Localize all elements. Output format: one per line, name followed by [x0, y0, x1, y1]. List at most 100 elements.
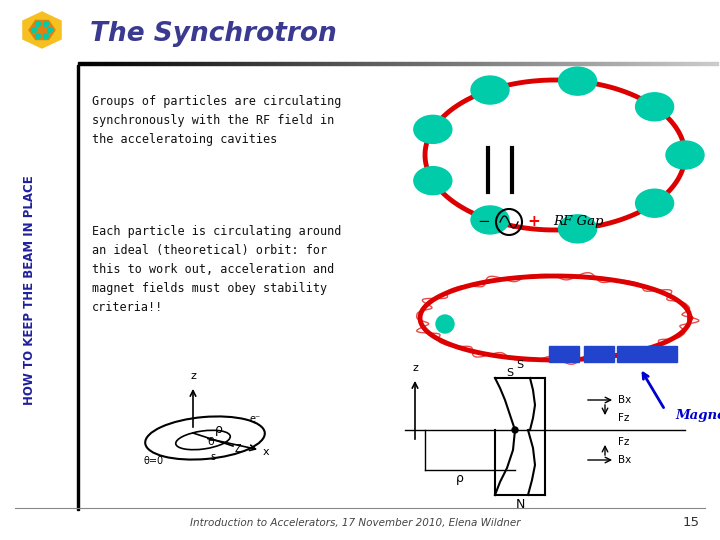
Bar: [261, 62, 264, 65]
Bar: [689, 62, 693, 65]
Bar: [491, 62, 494, 65]
Text: θ=0: θ=0: [143, 456, 163, 466]
Bar: [423, 62, 427, 65]
Bar: [267, 62, 270, 65]
Text: ρ: ρ: [456, 472, 464, 485]
Bar: [312, 62, 315, 65]
Text: z: z: [412, 363, 418, 373]
Bar: [469, 62, 472, 65]
Bar: [644, 62, 647, 65]
Text: x: x: [263, 447, 269, 457]
Bar: [622, 62, 625, 65]
Circle shape: [48, 28, 53, 32]
Bar: [705, 62, 708, 65]
Text: s: s: [210, 452, 215, 462]
Text: S: S: [516, 360, 523, 370]
Text: N: N: [516, 498, 525, 511]
Bar: [276, 62, 279, 65]
Circle shape: [35, 22, 40, 26]
Bar: [334, 62, 337, 65]
Bar: [526, 62, 529, 65]
Bar: [485, 62, 487, 65]
Text: Bx: Bx: [618, 395, 631, 405]
Bar: [618, 62, 622, 65]
Bar: [401, 62, 405, 65]
Bar: [177, 62, 181, 65]
Bar: [510, 62, 513, 65]
Bar: [654, 62, 657, 65]
Ellipse shape: [559, 215, 597, 243]
Bar: [420, 62, 423, 65]
Bar: [625, 62, 629, 65]
Bar: [683, 62, 686, 65]
Bar: [328, 62, 330, 65]
Bar: [164, 62, 168, 65]
Bar: [296, 62, 299, 65]
Bar: [241, 62, 244, 65]
Bar: [315, 62, 318, 65]
Text: Groups of particles are circulating
synchronously with the RF field in
the accel: Groups of particles are circulating sync…: [92, 95, 341, 146]
Bar: [664, 62, 667, 65]
Bar: [456, 62, 459, 65]
Bar: [77, 65, 78, 510]
Bar: [354, 62, 356, 65]
Bar: [427, 62, 430, 65]
Bar: [715, 62, 718, 65]
Bar: [686, 62, 689, 65]
Bar: [433, 62, 436, 65]
Bar: [330, 62, 334, 65]
Bar: [123, 62, 126, 65]
Bar: [215, 62, 219, 65]
Bar: [629, 62, 631, 65]
Bar: [158, 62, 161, 65]
Bar: [600, 62, 603, 65]
Bar: [148, 62, 152, 65]
Bar: [251, 62, 254, 65]
Bar: [161, 62, 164, 65]
Bar: [279, 62, 283, 65]
Bar: [318, 62, 321, 65]
Circle shape: [35, 33, 40, 38]
Bar: [651, 62, 654, 65]
Bar: [321, 62, 325, 65]
Bar: [430, 62, 433, 65]
Bar: [711, 62, 715, 65]
Bar: [117, 62, 120, 65]
Bar: [257, 62, 261, 65]
Text: Fz: Fz: [618, 437, 629, 447]
Bar: [289, 62, 292, 65]
Bar: [210, 62, 212, 65]
Bar: [181, 62, 184, 65]
Bar: [184, 62, 186, 65]
Bar: [609, 62, 613, 65]
Bar: [587, 62, 590, 65]
Bar: [638, 62, 642, 65]
Bar: [696, 62, 699, 65]
Bar: [603, 62, 606, 65]
Bar: [366, 62, 369, 65]
Bar: [545, 62, 549, 65]
Bar: [667, 62, 670, 65]
Bar: [126, 62, 129, 65]
Bar: [459, 62, 462, 65]
Bar: [590, 62, 593, 65]
Bar: [193, 62, 197, 65]
Bar: [152, 62, 155, 65]
Bar: [680, 62, 683, 65]
Bar: [500, 62, 503, 65]
Bar: [135, 62, 139, 65]
Bar: [577, 62, 580, 65]
Bar: [613, 62, 616, 65]
Bar: [552, 62, 555, 65]
Ellipse shape: [471, 206, 509, 234]
Text: ρ: ρ: [215, 423, 223, 436]
Bar: [574, 62, 577, 65]
Bar: [206, 62, 210, 65]
Bar: [270, 62, 273, 65]
Bar: [350, 62, 354, 65]
Bar: [273, 62, 276, 65]
Bar: [481, 62, 485, 65]
Bar: [363, 62, 366, 65]
Bar: [292, 62, 296, 65]
Bar: [376, 62, 379, 65]
